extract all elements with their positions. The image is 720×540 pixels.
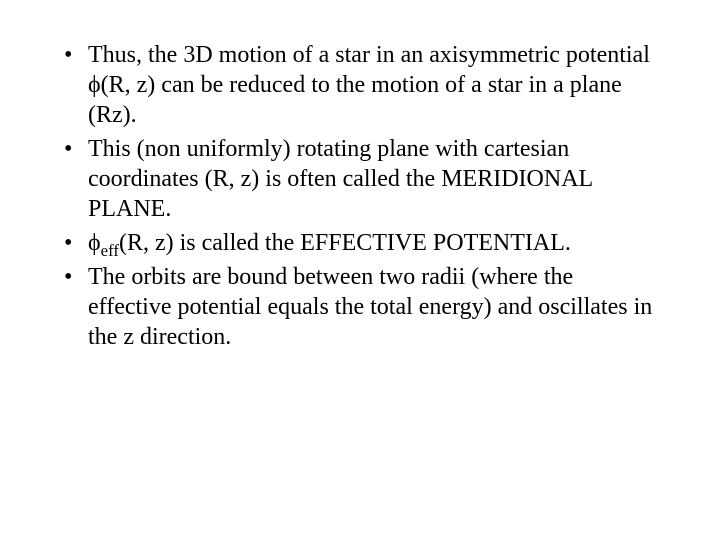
bullet-item: ϕeff(R, z) is called the EFFECTIVE POTEN… (60, 228, 660, 258)
bullet-text: (R, z) is called the EFFECTIVE POTENTIAL… (119, 230, 571, 256)
subscript-eff: eff (101, 241, 119, 260)
bullet-text: (R, z) can be reduced to the motion of a… (88, 72, 622, 128)
bullet-text: This (non uniformly) rotating plane with… (88, 136, 592, 222)
phi-symbol: ϕ (88, 72, 101, 98)
bullet-item: Thus, the 3D motion of a star in an axis… (60, 40, 660, 130)
bullet-list: Thus, the 3D motion of a star in an axis… (60, 40, 660, 352)
slide-body: Thus, the 3D motion of a star in an axis… (0, 0, 720, 396)
phi-symbol: ϕ (88, 230, 101, 256)
bullet-item: The orbits are bound between two radii (… (60, 262, 660, 352)
bullet-text: The orbits are bound between two radii (… (88, 264, 652, 350)
bullet-item: This (non uniformly) rotating plane with… (60, 134, 660, 224)
bullet-text: Thus, the 3D motion of a star in an axis… (88, 42, 650, 68)
